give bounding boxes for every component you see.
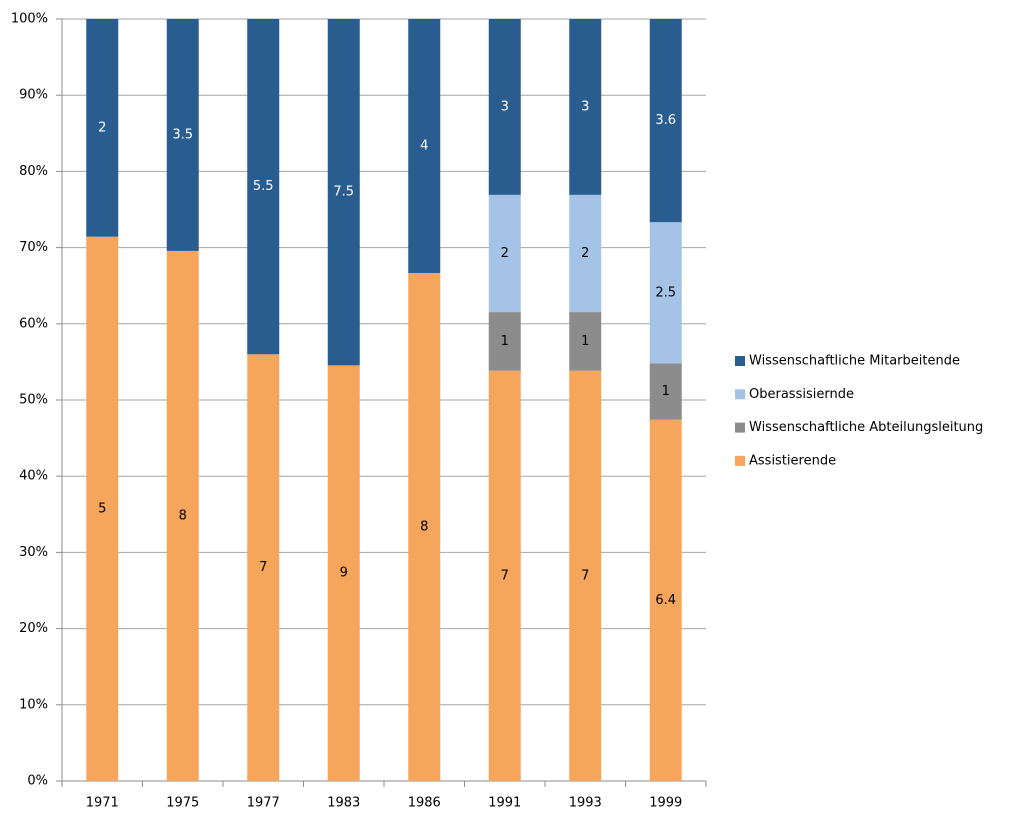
data-label: 3 [501,99,509,114]
x-tick-label: 1977 [247,796,280,811]
y-tick-label: 90% [19,88,48,103]
data-label: 4 [420,139,428,154]
bar-segment [488,312,521,371]
bar-segment [488,194,521,313]
y-tick-label: 40% [19,469,48,484]
y-tick-label: 10% [19,697,48,712]
data-label: 3.5 [172,127,193,142]
legend-label: Wissenschaftliche Abteilungsleitung [749,420,983,435]
bar-segment [649,19,682,223]
data-label: 7 [501,568,509,583]
bar-segment [408,19,441,273]
bar-segment [86,19,119,237]
bar-segment [649,222,682,364]
legend-swatch [735,455,745,466]
data-label: 5 [98,501,106,516]
data-label: 2 [98,120,106,135]
legend-swatch [735,422,745,433]
data-label: 1 [501,334,509,349]
x-tick-label: 1983 [327,796,360,811]
y-tick-label: 80% [19,164,48,179]
data-label: 7.5 [333,185,354,200]
legend-swatch [735,389,745,400]
bar-segment [488,19,521,195]
data-label: 7 [259,560,267,575]
bar-segment [86,236,119,781]
legend-label: Assistierende [749,453,836,468]
y-tick-label: 60% [19,316,48,331]
bar-segment [649,419,682,781]
bar-segment [488,370,521,781]
data-label: 2.5 [655,285,676,300]
data-label: 8 [179,508,187,523]
bar-segment [166,19,199,251]
data-label: 8 [420,520,428,535]
y-tick-label: 30% [19,545,48,560]
data-label: 9 [340,566,348,581]
bar-segment [327,19,360,366]
data-label: 5.5 [253,179,274,194]
data-label: 1 [662,384,670,399]
bar-segment [649,363,682,420]
bar-segment [569,312,602,371]
data-label: 7 [581,568,589,583]
data-label: 2 [501,246,509,261]
legend-label: Oberassisiernde [749,387,854,402]
x-tick-label: 1971 [86,796,119,811]
x-tick-label: 1975 [166,796,199,811]
y-tick-label: 20% [19,621,48,636]
data-label: 3.6 [655,113,676,128]
data-label: 2 [581,246,589,261]
x-tick-label: 1986 [408,796,441,811]
bar-segment [569,370,602,781]
bar-segment [247,19,280,355]
bar-segment [327,365,360,781]
bar-segment [569,19,602,195]
x-tick-label: 1991 [488,796,521,811]
data-label: 3 [581,99,589,114]
y-tick-label: 70% [19,240,48,255]
data-label: 6.4 [655,593,676,608]
legend-swatch [735,356,745,366]
x-tick-label: 1999 [649,796,682,811]
y-tick-label: 100% [11,12,48,27]
x-tick-label: 1993 [569,796,602,811]
bar-segment [408,273,441,781]
legend-label: Wissenschaftliche Mitarbeitende [749,354,960,369]
y-tick-label: 0% [27,774,48,789]
bar-segment [247,354,280,781]
y-tick-label: 50% [19,393,48,408]
bar-segment [569,194,602,313]
bar-segment [166,250,199,782]
data-label: 1 [581,334,589,349]
